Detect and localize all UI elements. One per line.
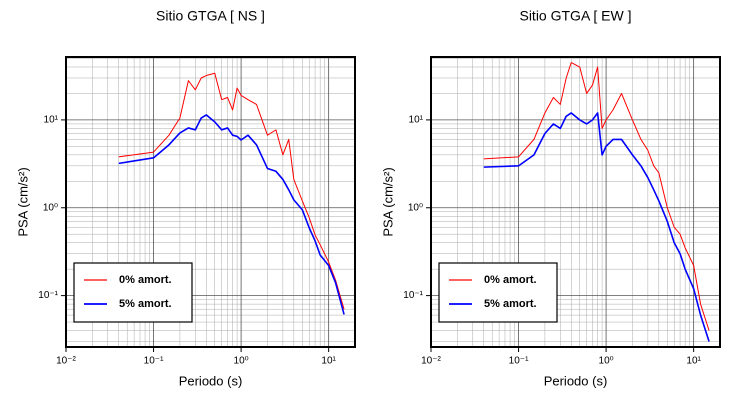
y-tick-label: 10¹ bbox=[44, 115, 59, 126]
legend-label: 0% amort. bbox=[484, 274, 537, 286]
x-tick-label: 10⁰ bbox=[234, 356, 249, 367]
y-tick-label: 10⁰ bbox=[43, 202, 58, 213]
x-tick-label: 10⁻¹ bbox=[144, 356, 164, 367]
series-line bbox=[483, 112, 710, 342]
y-tick-label: 10⁻¹ bbox=[38, 290, 58, 301]
chart-title: Sitio GTGA [ NS ] bbox=[156, 8, 265, 24]
y-tick-label: 10⁰ bbox=[408, 202, 423, 213]
y-tick-label: 10⁻¹ bbox=[403, 290, 423, 301]
legend-box bbox=[438, 262, 558, 323]
plot-frame bbox=[430, 56, 721, 348]
legend-label: 0% amort. bbox=[119, 274, 172, 286]
plot-frame bbox=[65, 56, 356, 348]
y-axis-label: PSA (cm/s²) bbox=[15, 167, 30, 236]
x-tick-label: 10⁻² bbox=[421, 356, 441, 367]
x-tick-label: 10⁰ bbox=[599, 356, 614, 367]
y-axis-label: PSA (cm/s²) bbox=[380, 167, 395, 236]
x-axis-label: Periodo (s) bbox=[544, 373, 608, 388]
x-tick-label: 10⁻² bbox=[56, 356, 76, 367]
x-axis-label: Periodo (s) bbox=[179, 373, 243, 388]
x-tick-label: 10⁻¹ bbox=[509, 356, 529, 367]
x-tick-label: 10¹ bbox=[321, 356, 336, 367]
y-tick-label: 10¹ bbox=[409, 115, 424, 126]
series-line bbox=[483, 62, 710, 331]
legend-box bbox=[73, 262, 193, 323]
x-tick-label: 10¹ bbox=[686, 356, 701, 367]
legend-label: 5% amort. bbox=[484, 298, 537, 310]
legend-label: 5% amort. bbox=[119, 298, 172, 310]
series-line bbox=[118, 72, 345, 310]
series-line bbox=[118, 114, 345, 315]
chart-title: Sitio GTGA [ EW ] bbox=[519, 8, 631, 24]
